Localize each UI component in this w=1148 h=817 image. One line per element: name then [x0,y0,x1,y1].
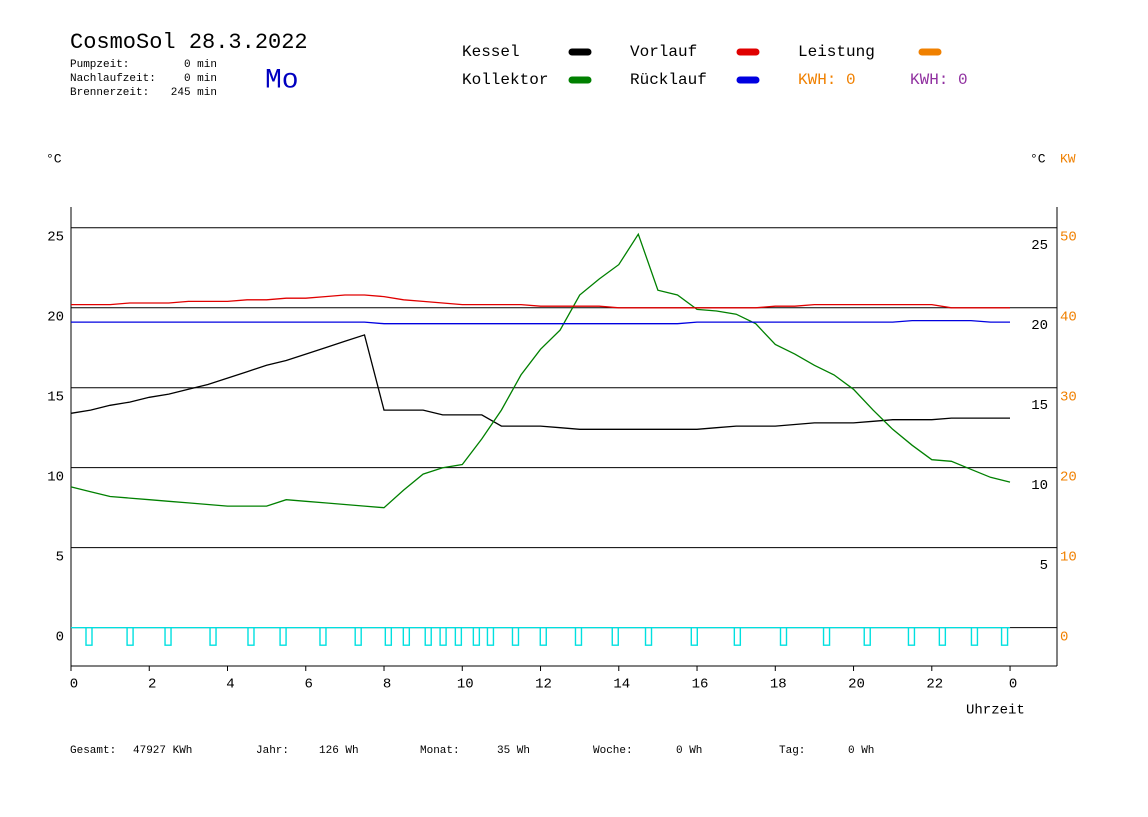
y2-tick-label: 10 [1060,549,1077,565]
pump-pulse [863,627,871,646]
x-axis-label: Uhrzeit [966,703,1025,719]
x-tick-label: 10 [457,677,474,693]
pump-pulse [439,627,447,646]
kwh-label: KWH: 0 [798,71,856,89]
y3-tick-label: 20 [1031,318,1048,334]
legend-label: Rücklauf [630,71,707,89]
kwh-label: KWH: 0 [910,71,968,89]
y2-tick-label: 0 [1060,629,1068,645]
info-label: Nachlaufzeit: [70,73,156,85]
y3-axis-unit: °C [1030,151,1046,166]
legend-label: Leistung [798,43,875,61]
legend-label: Kollektor [462,71,548,89]
total-value: 0 Wh [676,745,702,757]
y-tick-label: 10 [47,469,64,485]
x-tick-label: 22 [926,677,943,693]
x-tick-label: 2 [148,677,156,693]
total-label: Gesamt: [70,745,116,757]
total-label: Monat: [420,745,460,757]
x-tick-label: 6 [305,677,313,693]
pump-pulse [247,627,255,646]
pump-pulse [938,627,947,646]
pump-pulse [472,627,481,646]
pump-pulse [733,627,742,646]
info-label: Pumpzeit: [70,59,129,71]
total-value: 47927 KWh [133,745,192,757]
pump-pulse [539,627,547,646]
total-value: 126 Wh [319,745,359,757]
pump-pulse [970,627,979,646]
y2-tick-label: 40 [1060,309,1077,325]
legend-label: Kessel [462,43,520,61]
pump-pulse [511,627,520,646]
y2-tick-label: 20 [1060,469,1077,485]
y-axis-unit: °C [46,151,62,166]
x-tick-label: 8 [383,677,391,693]
pump-pulse [822,627,831,646]
y-tick-label: 15 [47,389,64,405]
total-label: Jahr: [256,745,289,757]
y-tick-label: 0 [56,629,64,645]
pump-pulse [454,627,463,646]
series-line [70,232,1011,509]
total-label: Woche: [593,745,633,757]
total-value: 35 Wh [497,745,530,757]
y3-tick-label: 15 [1031,398,1048,414]
pump-pulse [486,627,495,646]
pump-pulse [424,627,432,646]
y3-tick-label: 5 [1040,558,1048,574]
y-tick-label: 20 [47,309,64,325]
info-value: 0 min [184,59,217,71]
pump-pulse [384,627,393,646]
x-tick-label: 20 [848,677,865,693]
y-tick-label: 25 [47,229,64,245]
x-tick-label: 0 [1009,677,1017,693]
pump-pulse [644,627,653,646]
y3-tick-label: 10 [1031,478,1048,494]
pump-pulse [354,627,362,646]
pump-pulse [319,627,327,646]
y-tick-label: 5 [56,549,64,565]
x-tick-label: 18 [770,677,787,693]
x-tick-label: 0 [70,677,78,693]
pump-pulse [779,627,788,646]
pump-pulse [611,627,619,646]
pump-pulse [402,627,411,646]
x-tick-label: 4 [226,677,234,693]
x-tick-label: 16 [692,677,709,693]
series-line [71,294,1010,309]
info-value: 245 min [171,87,217,99]
total-value: 0 Wh [848,745,874,757]
pump-pulse [907,627,916,646]
pump-pulse [85,627,93,646]
pump-pulse [1000,627,1009,646]
series-line [71,319,1010,325]
total-label: Tag: [779,745,805,757]
y2-tick-label: 30 [1060,389,1077,405]
info-label: Brennerzeit: [70,87,149,99]
weekday: Mo [265,65,299,96]
y2-axis-unit: KW [1060,151,1076,166]
pump-pulse [574,627,583,646]
pump-pulse [690,627,698,646]
legend-label: Vorlauf [630,43,697,61]
pump-pulse [279,627,287,646]
pump-pulse [209,627,217,646]
x-tick-label: 12 [535,677,552,693]
x-tick-label: 14 [613,677,630,693]
pump-pulse [126,627,134,646]
y3-tick-label: 25 [1031,238,1048,254]
info-value: 0 min [184,73,217,85]
pump-pulse [164,627,172,646]
chart-title: CosmoSol 28.3.2022 [70,30,308,55]
y2-tick-label: 50 [1060,229,1077,245]
series-line [70,334,1010,430]
